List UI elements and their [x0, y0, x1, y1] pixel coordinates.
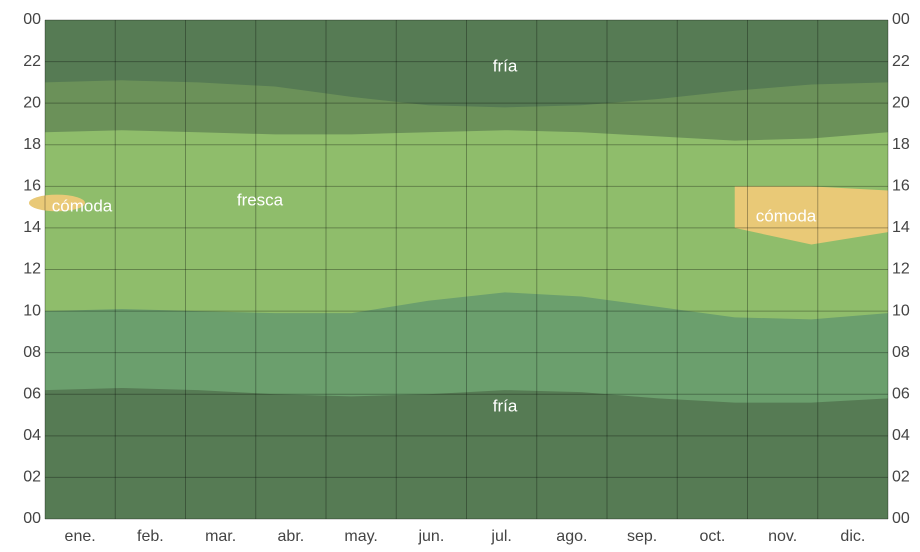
y-tick-label: 12: [23, 261, 41, 278]
y2-tick-label: 16: [892, 178, 910, 195]
annotation: fría: [493, 56, 518, 75]
y-tick-label: 02: [23, 469, 41, 486]
x-tick-label: feb.: [137, 528, 164, 545]
x-tick-label: dic.: [840, 528, 865, 545]
y-tick-label: 16: [23, 178, 41, 195]
y2-tick-label: 14: [892, 219, 910, 236]
x-tick-label: jul.: [490, 528, 511, 545]
y-tick-label: 06: [23, 385, 41, 402]
annotation: cómoda: [52, 196, 113, 215]
y-tick-label: 20: [23, 94, 41, 111]
x-tick-label: abr.: [278, 528, 305, 545]
y-tick-label: 00: [23, 11, 41, 28]
y2-tick-label: 08: [892, 344, 910, 361]
y2-tick-label: 04: [892, 427, 910, 444]
y2-tick-label: 18: [892, 136, 910, 153]
y-tick-label: 22: [23, 53, 41, 70]
x-tick-label: ago.: [556, 528, 587, 545]
y2-tick-label: 22: [892, 53, 910, 70]
y-tick-label: 08: [23, 344, 41, 361]
y2-tick-label: 06: [892, 385, 910, 402]
x-tick-label: mar.: [205, 528, 236, 545]
y2-tick-label: 20: [892, 94, 910, 111]
x-tick-label: nov.: [768, 528, 797, 545]
y2-tick-label: 00: [892, 510, 910, 527]
x-tick-label: ene.: [65, 528, 96, 545]
y-tick-label: 10: [23, 302, 41, 319]
annotation: cómoda: [756, 206, 817, 225]
y-tick-label: 18: [23, 136, 41, 153]
y-tick-label: 14: [23, 219, 41, 236]
comfort-area: [734, 186, 888, 245]
annotation: fría: [493, 396, 518, 415]
x-tick-label: oct.: [699, 528, 725, 545]
annotation: fresca: [237, 190, 284, 209]
y2-tick-label: 10: [892, 302, 910, 319]
y2-tick-label: 02: [892, 469, 910, 486]
y2-tick-label: 12: [892, 261, 910, 278]
y-tick-label: 00: [23, 510, 41, 527]
band-area: [45, 20, 888, 108]
y2-tick-label: 00: [892, 11, 910, 28]
x-tick-label: jun.: [417, 528, 444, 545]
x-tick-label: may.: [344, 528, 377, 545]
x-tick-label: sep.: [627, 528, 657, 545]
y-tick-label: 04: [23, 427, 41, 444]
comfort-area: [29, 194, 85, 212]
